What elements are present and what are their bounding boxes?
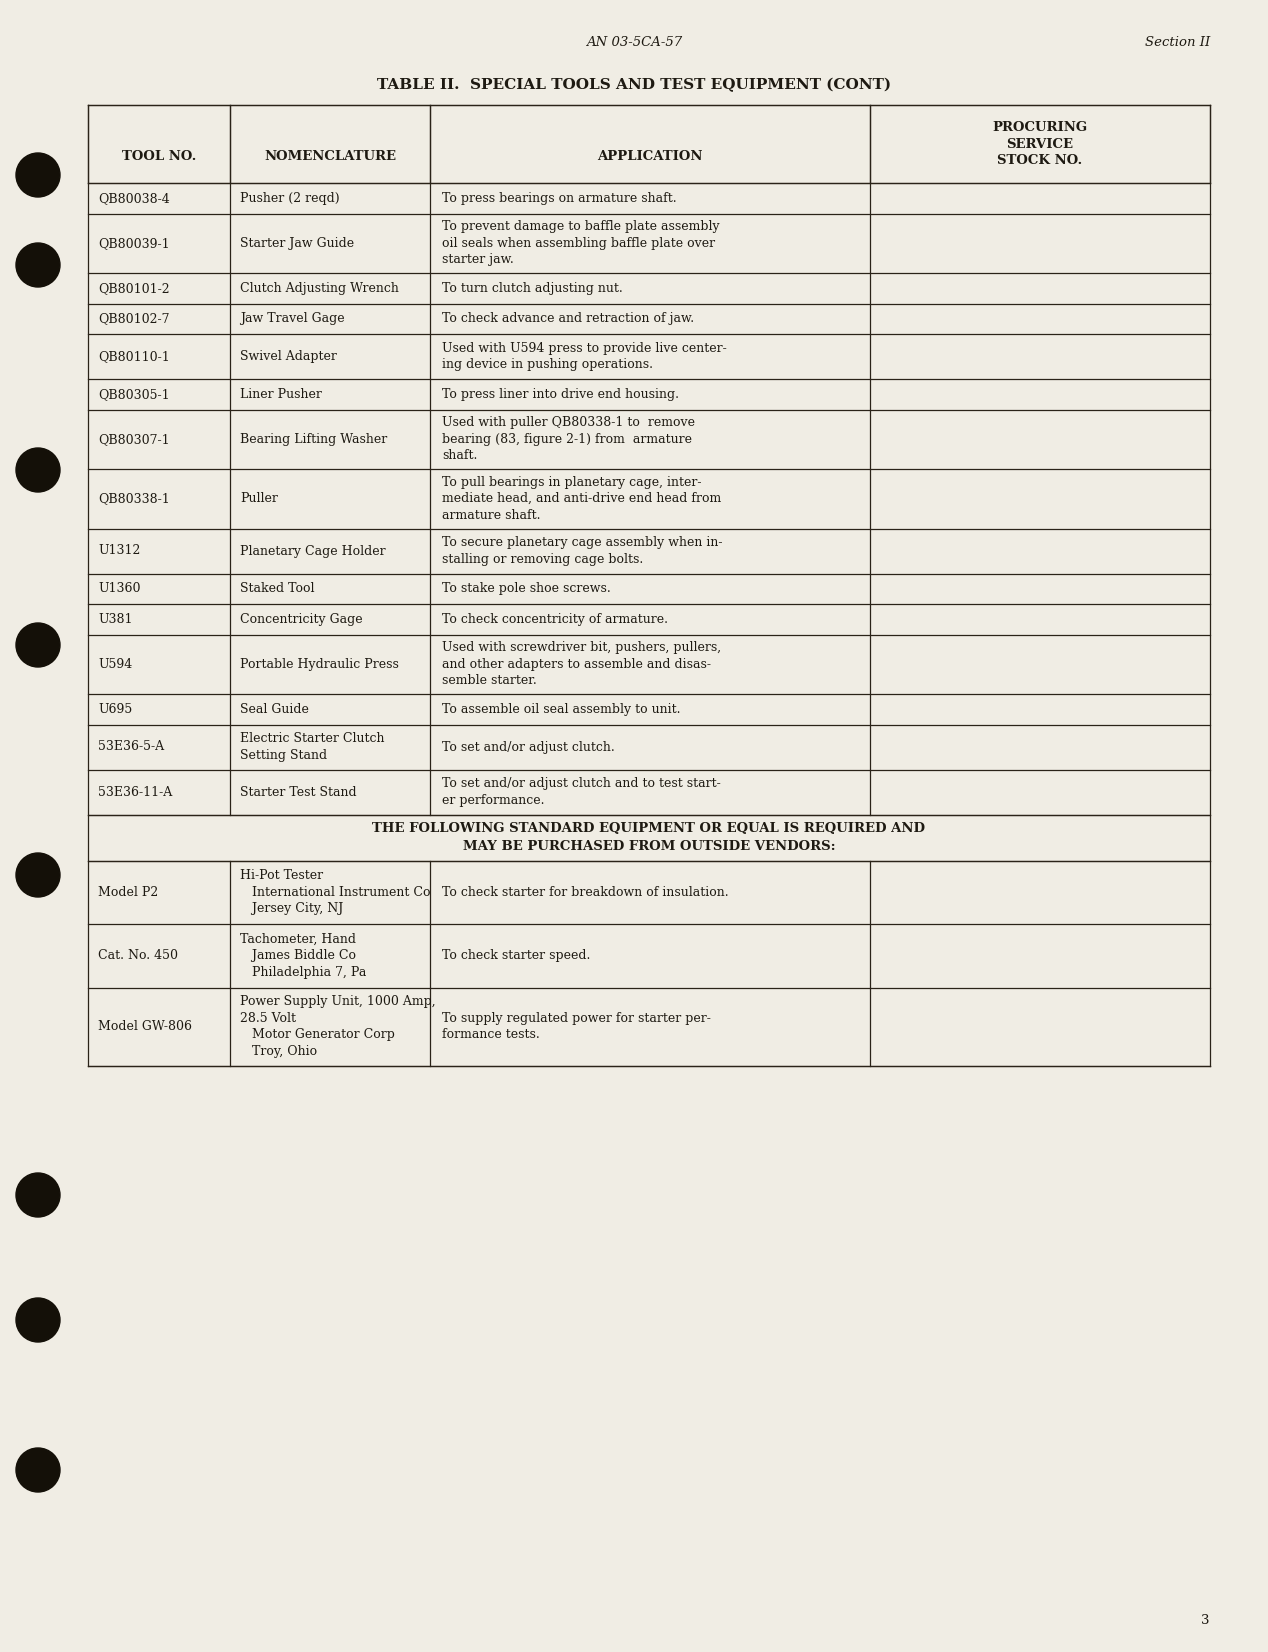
- Text: Starter Jaw Guide: Starter Jaw Guide: [240, 236, 354, 249]
- Text: To check starter speed.: To check starter speed.: [443, 950, 591, 961]
- Circle shape: [16, 243, 60, 287]
- Text: Model GW-806: Model GW-806: [98, 1019, 191, 1032]
- Text: To stake pole shoe screws.: To stake pole shoe screws.: [443, 582, 611, 595]
- Text: To pull bearings in planetary cage, inter-
mediate head, and anti-drive end head: To pull bearings in planetary cage, inte…: [443, 476, 721, 522]
- Text: Planetary Cage Holder: Planetary Cage Holder: [240, 545, 385, 557]
- Text: To check concentricity of armature.: To check concentricity of armature.: [443, 613, 668, 626]
- Text: Used with U594 press to provide live center-
ing device in pushing operations.: Used with U594 press to provide live cen…: [443, 342, 727, 372]
- Text: NOMENCLATURE: NOMENCLATURE: [264, 149, 396, 162]
- Text: Jaw Travel Gage: Jaw Travel Gage: [240, 312, 345, 325]
- Text: Concentricity Gage: Concentricity Gage: [240, 613, 363, 626]
- Text: Seal Guide: Seal Guide: [240, 702, 309, 715]
- Text: AN 03-5CA-57: AN 03-5CA-57: [586, 35, 682, 48]
- Text: Hi-Pot Tester
   International Instrument Co
   Jersey City, NJ: Hi-Pot Tester International Instrument C…: [240, 869, 431, 915]
- Text: To set and/or adjust clutch.: To set and/or adjust clutch.: [443, 740, 615, 753]
- Text: QB80307-1: QB80307-1: [98, 433, 170, 446]
- Text: U1360: U1360: [98, 582, 141, 595]
- Text: Puller: Puller: [240, 492, 278, 506]
- Text: Section II: Section II: [1145, 35, 1210, 48]
- Text: 53E36-5-A: 53E36-5-A: [98, 740, 164, 753]
- Text: Used with screwdriver bit, pushers, pullers,
and other adapters to assemble and : Used with screwdriver bit, pushers, pull…: [443, 641, 721, 687]
- Text: To prevent damage to baffle plate assembly
oil seals when assembling baffle plat: To prevent damage to baffle plate assemb…: [443, 220, 720, 266]
- Text: To press liner into drive end housing.: To press liner into drive end housing.: [443, 388, 678, 401]
- Text: To assemble oil seal assembly to unit.: To assemble oil seal assembly to unit.: [443, 702, 681, 715]
- Text: TOOL NO.: TOOL NO.: [122, 149, 197, 162]
- Text: QB80102-7: QB80102-7: [98, 312, 170, 325]
- Text: Starter Test Stand: Starter Test Stand: [240, 785, 356, 798]
- Text: TABLE II.  SPECIAL TOOLS AND TEST EQUIPMENT (CONT): TABLE II. SPECIAL TOOLS AND TEST EQUIPME…: [377, 78, 891, 93]
- Text: Cat. No. 450: Cat. No. 450: [98, 950, 178, 961]
- Text: Electric Starter Clutch
Setting Stand: Electric Starter Clutch Setting Stand: [240, 732, 384, 762]
- Text: Portable Hydraulic Press: Portable Hydraulic Press: [240, 657, 399, 671]
- Text: To check starter for breakdown of insulation.: To check starter for breakdown of insula…: [443, 885, 729, 899]
- Text: To supply regulated power for starter per-
formance tests.: To supply regulated power for starter pe…: [443, 1011, 711, 1041]
- Text: Power Supply Unit, 1000 Amp,
28.5 Volt
   Motor Generator Corp
   Troy, Ohio: Power Supply Unit, 1000 Amp, 28.5 Volt M…: [240, 995, 436, 1057]
- Circle shape: [16, 448, 60, 492]
- Text: QB80110-1: QB80110-1: [98, 350, 170, 363]
- Text: U381: U381: [98, 613, 132, 626]
- Text: Used with puller QB80338-1 to  remove
bearing (83, figure 2-1) from  armature
sh: Used with puller QB80338-1 to remove bea…: [443, 416, 695, 463]
- Text: QB80338-1: QB80338-1: [98, 492, 170, 506]
- Text: QB80039-1: QB80039-1: [98, 236, 170, 249]
- Text: To set and/or adjust clutch and to test start-
er performance.: To set and/or adjust clutch and to test …: [443, 776, 720, 806]
- Text: Clutch Adjusting Wrench: Clutch Adjusting Wrench: [240, 282, 399, 294]
- Text: 3: 3: [1202, 1614, 1210, 1627]
- Text: APPLICATION: APPLICATION: [597, 149, 702, 162]
- Text: To secure planetary cage assembly when in-
stalling or removing cage bolts.: To secure planetary cage assembly when i…: [443, 537, 723, 565]
- Text: QB80305-1: QB80305-1: [98, 388, 170, 401]
- Circle shape: [16, 154, 60, 197]
- Text: U695: U695: [98, 702, 132, 715]
- Text: Swivel Adapter: Swivel Adapter: [240, 350, 337, 363]
- Text: U1312: U1312: [98, 545, 141, 557]
- Text: Pusher (2 reqd): Pusher (2 reqd): [240, 192, 340, 205]
- Text: Staked Tool: Staked Tool: [240, 582, 314, 595]
- Circle shape: [16, 1298, 60, 1341]
- Text: To turn clutch adjusting nut.: To turn clutch adjusting nut.: [443, 282, 623, 294]
- Text: PROCURING
SERVICE
STOCK NO.: PROCURING SERVICE STOCK NO.: [993, 121, 1088, 167]
- Circle shape: [16, 1449, 60, 1492]
- Circle shape: [16, 852, 60, 897]
- Text: To check advance and retraction of jaw.: To check advance and retraction of jaw.: [443, 312, 694, 325]
- Text: Tachometer, Hand
   James Biddle Co
   Philadelphia 7, Pa: Tachometer, Hand James Biddle Co Philade…: [240, 933, 366, 978]
- Text: Bearing Lifting Washer: Bearing Lifting Washer: [240, 433, 387, 446]
- Text: 53E36-11-A: 53E36-11-A: [98, 785, 172, 798]
- Text: QB80038-4: QB80038-4: [98, 192, 170, 205]
- Text: U594: U594: [98, 657, 132, 671]
- Text: Model P2: Model P2: [98, 885, 158, 899]
- Circle shape: [16, 623, 60, 667]
- Text: QB80101-2: QB80101-2: [98, 282, 170, 294]
- Text: To press bearings on armature shaft.: To press bearings on armature shaft.: [443, 192, 677, 205]
- Text: THE FOLLOWING STANDARD EQUIPMENT OR EQUAL IS REQUIRED AND
MAY BE PURCHASED FROM : THE FOLLOWING STANDARD EQUIPMENT OR EQUA…: [373, 823, 926, 852]
- Text: Liner Pusher: Liner Pusher: [240, 388, 322, 401]
- Circle shape: [16, 1173, 60, 1218]
